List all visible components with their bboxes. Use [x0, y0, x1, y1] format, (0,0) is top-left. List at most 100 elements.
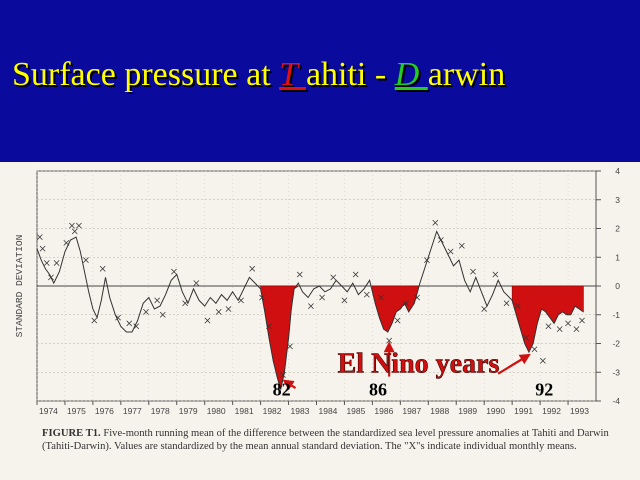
el-nino-fill-92	[511, 285, 584, 353]
x-tick-label: 1977	[123, 406, 142, 416]
marker-stroke	[115, 314, 121, 321]
slide-title: Surface pressure at T ahiti - D arwin	[12, 56, 632, 94]
marker-stroke	[63, 239, 70, 246]
marker-stroke	[143, 308, 149, 315]
monthly-mean-x-marker	[319, 294, 325, 301]
running-mean-path	[36, 230, 584, 390]
marker-stroke	[225, 306, 232, 312]
monthly-mean-x-marker	[280, 372, 286, 379]
caption-text: Five-month running mean of the differenc…	[42, 428, 609, 452]
monthly-mean-x-marker	[71, 228, 78, 235]
monthly-mean-x-marker	[403, 300, 409, 307]
running-mean-line	[36, 230, 584, 390]
monthly-mean-x-marker	[447, 248, 454, 255]
x-tick-label: 1982	[263, 406, 282, 416]
y-tick-label: 1	[615, 252, 620, 262]
monthly-mean-x-marker	[115, 314, 121, 321]
monthly-mean-x-marker	[266, 323, 272, 330]
marker-stroke	[573, 326, 580, 333]
monthly-mean-x-marker	[154, 297, 161, 304]
marker-stroke	[424, 257, 430, 264]
monthly-mean-x-marker	[308, 303, 314, 310]
marker-stroke	[204, 317, 211, 324]
marker-stroke	[43, 260, 50, 266]
marker-stroke	[249, 265, 256, 272]
marker-stroke	[363, 291, 370, 298]
x-tick-label: 1992	[542, 406, 561, 416]
monthly-mean-x-marker	[352, 271, 359, 278]
monthly-mean-x-marker	[182, 300, 189, 307]
monthly-mean-x-marker	[341, 297, 348, 304]
x-tick-label: 1983	[291, 406, 310, 416]
marker-stroke	[403, 300, 409, 307]
marker-stroke	[579, 317, 585, 324]
monthly-mean-x-marker	[481, 306, 488, 312]
y-tick-label: 2	[615, 224, 620, 234]
monthly-mean-x-marker	[159, 311, 166, 318]
annotations: 82 86 92 El Nino years	[273, 341, 553, 399]
marker-stroke	[319, 294, 325, 301]
marker-stroke	[133, 323, 140, 330]
monthly-mean-markers	[36, 219, 585, 379]
marker-stroke	[154, 297, 161, 304]
marker-stroke	[330, 274, 337, 281]
monthly-mean-x-marker	[377, 294, 384, 301]
x-tick-label: 1974	[39, 406, 58, 416]
marker-stroke	[266, 323, 272, 330]
x-tick-label: 1989	[458, 406, 477, 416]
marker-stroke	[159, 311, 166, 318]
title-d-letter: D	[394, 56, 428, 93]
monthly-mean-x-marker	[573, 326, 580, 333]
marker-stroke	[523, 334, 530, 341]
marker-stroke	[238, 297, 244, 304]
monthly-mean-x-marker	[545, 323, 552, 330]
marker-stroke	[287, 343, 293, 350]
monthly-mean-x-marker	[249, 265, 256, 272]
x-tick-label: 1979	[179, 406, 198, 416]
marker-stroke	[565, 320, 571, 327]
marker-stroke	[458, 242, 465, 249]
year-label-86: 86	[369, 379, 387, 399]
title-arwin: arwin	[427, 56, 506, 93]
marker-stroke	[83, 257, 89, 264]
marker-stroke	[470, 268, 476, 275]
monthly-mean-x-marker	[437, 237, 444, 243]
monthly-mean-x-marker	[204, 317, 211, 324]
monthly-mean-x-marker	[432, 219, 439, 226]
monthly-mean-x-marker	[39, 245, 46, 252]
monthly-mean-x-marker	[296, 271, 303, 278]
x-tick-label: 1985	[346, 406, 365, 416]
marker-stroke	[341, 297, 348, 304]
y-tick-label: 0	[615, 281, 620, 291]
marker-stroke	[540, 357, 546, 364]
monthly-mean-x-marker	[76, 222, 82, 229]
monthly-mean-x-marker	[83, 257, 89, 264]
monthly-mean-x-marker	[43, 260, 50, 266]
marker-stroke	[447, 248, 454, 255]
monthly-mean-x-marker	[514, 303, 521, 310]
monthly-mean-x-marker	[91, 317, 98, 324]
monthly-mean-x-marker	[424, 257, 430, 264]
marker-stroke	[99, 265, 106, 272]
x-tick-label: 1987	[402, 406, 421, 416]
marker-stroke	[545, 323, 552, 330]
caption-label: FIGURE T1.	[42, 428, 101, 439]
marker-stroke	[69, 222, 75, 229]
x-tick-label: 1988	[430, 406, 449, 416]
marker-stroke	[377, 294, 384, 301]
monthly-mean-x-marker	[48, 274, 54, 281]
monthly-mean-x-marker	[386, 337, 393, 344]
annotation-arrow-92	[497, 353, 531, 375]
monthly-mean-x-marker	[259, 294, 265, 301]
marker-stroke	[514, 303, 521, 310]
monthly-mean-x-marker	[63, 239, 70, 246]
marker-stroke	[280, 372, 286, 379]
monthly-mean-x-marker	[238, 297, 244, 304]
soi-chart: STANDARD DEVIATION 4 3 2 1 0 -1 -2 -3 -4 1974 1975…	[14, 166, 620, 416]
annotation-arrow-82	[282, 379, 297, 391]
x-tick-label: 1975	[67, 406, 86, 416]
monthly-mean-x-marker	[414, 294, 421, 301]
monthly-mean-x-marker	[330, 274, 337, 281]
el-nino-fill-86	[372, 285, 419, 333]
x-tick-label: 1993	[570, 406, 589, 416]
